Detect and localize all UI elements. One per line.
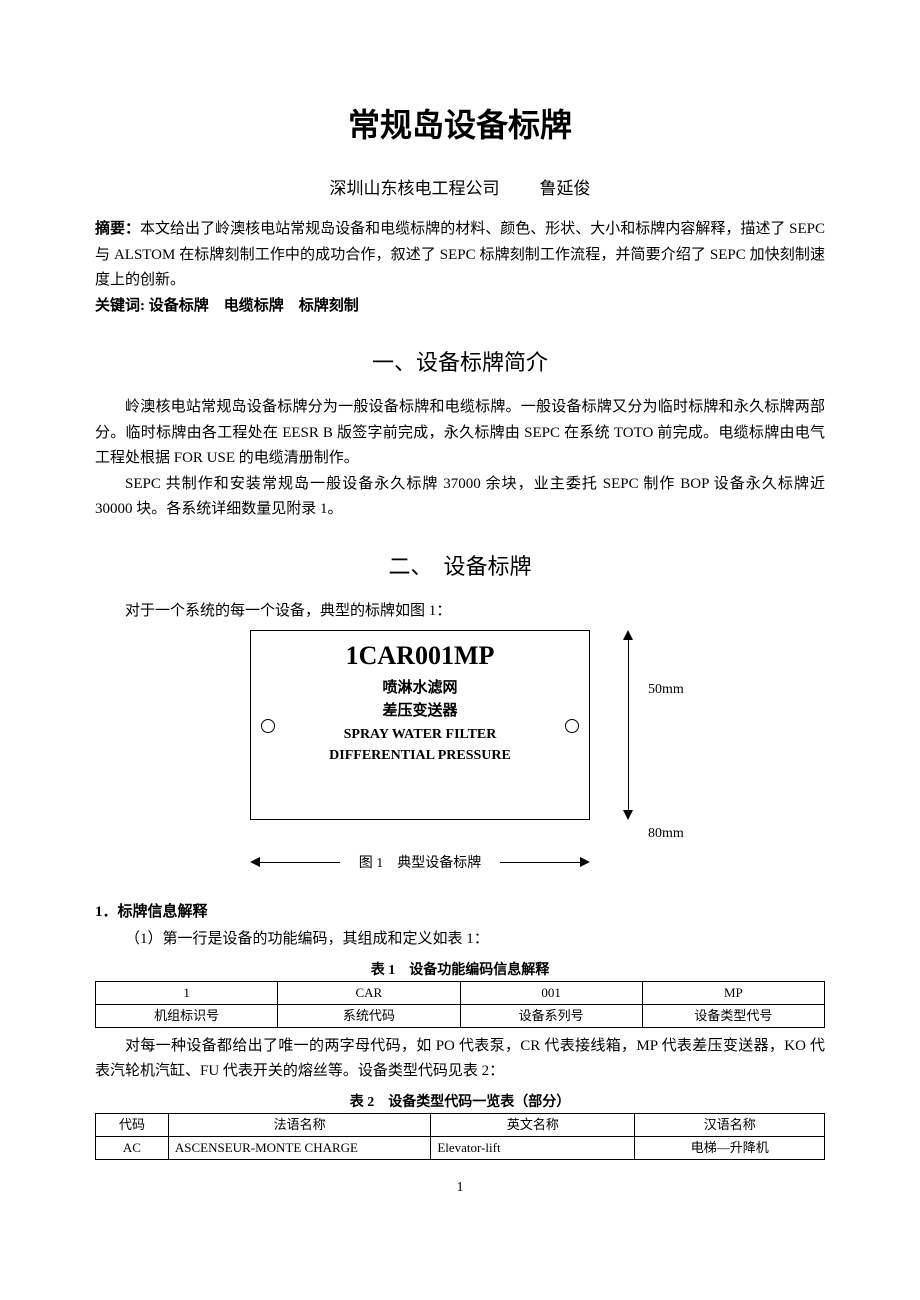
table-cell: 系统代码 <box>278 1004 460 1027</box>
dimension-height-label: 50mm <box>648 682 684 698</box>
table-cell: Elevator-lift <box>431 1137 635 1160</box>
author-org: 深圳山东核电工程公司 <box>330 179 500 198</box>
plate-cn: 喷淋水滤网 差压变送器 <box>251 677 589 722</box>
table-1: 1 CAR 001 MP 机组标识号 系统代码 设备系列号 设备类型代号 <box>95 981 825 1028</box>
table-2: 代码 法语名称 英文名称 汉语名称 AC ASCENSEUR-MONTE CHA… <box>95 1113 825 1160</box>
figure-1: 1CAR001MP 喷淋水滤网 差压变送器 SPRAY WATER FILTER… <box>200 630 720 890</box>
table-2-caption: 表 2 设备类型代码一览表（部分） <box>95 1091 825 1111</box>
section-2-intro: 对于一个系统的每一个设备，典型的标牌如图 1： <box>95 599 825 625</box>
page-number: 1 <box>95 1180 825 1196</box>
table-cell: AC <box>96 1137 169 1160</box>
table-cell: 1 <box>96 981 278 1004</box>
table-header-cell: 代码 <box>96 1113 169 1136</box>
subsection-1-para-1: （1）第一行是设备的功能编码，其组成和定义如表 1： <box>95 927 825 953</box>
table-cell: 设备系列号 <box>460 1004 642 1027</box>
table-row: 1 CAR 001 MP <box>96 981 825 1004</box>
mounting-hole-icon <box>261 719 275 733</box>
table-header-cell: 英文名称 <box>431 1113 635 1136</box>
keywords-label: 关键词: <box>95 298 145 314</box>
table-row: 代码 法语名称 英文名称 汉语名称 <box>96 1113 825 1136</box>
plate-en: SPRAY WATER FILTER DIFFERENTIAL PRESSURE <box>251 724 589 766</box>
plate-en-line2: DIFFERENTIAL PRESSURE <box>329 748 511 763</box>
table-cell: ASCENSEUR-MONTE CHARGE <box>168 1137 430 1160</box>
dimension-line <box>628 636 629 814</box>
plate-cn-line2: 差压变送器 <box>382 703 457 719</box>
table-cell: 001 <box>460 981 642 1004</box>
figure-caption: 图 1 典型设备标牌 <box>340 852 500 872</box>
plate-code: 1CAR001MP <box>251 641 589 671</box>
abstract-text: 本文给出了岭澳核电站常规岛设备和电缆标牌的材料、颜色、形状、大小和标牌内容解释，… <box>95 221 825 288</box>
arrow-down-icon <box>623 810 633 820</box>
author-line: 深圳山东核电工程公司 鲁延俊 <box>95 174 825 199</box>
table-header-cell: 法语名称 <box>168 1113 430 1136</box>
equipment-plate: 1CAR001MP 喷淋水滤网 差压变送器 SPRAY WATER FILTER… <box>250 630 590 820</box>
author-name: 鲁延俊 <box>540 179 591 198</box>
plate-cn-line1: 喷淋水滤网 <box>382 680 457 696</box>
abstract: 摘要：本文给出了岭澳核电站常规岛设备和电缆标牌的材料、颜色、形状、大小和标牌内容… <box>95 217 825 294</box>
mounting-hole-icon <box>565 719 579 733</box>
dimension-vertical: 50mm 80mm <box>620 630 680 820</box>
keywords-text: 设备标牌 电缆标牌 标牌刻制 <box>149 298 359 314</box>
section-1-heading: 一、设备标牌简介 <box>95 345 825 377</box>
document-title: 常规岛设备标牌 <box>95 100 825 146</box>
table-row: 机组标识号 系统代码 设备系列号 设备类型代号 <box>96 1004 825 1027</box>
abstract-label: 摘要： <box>95 221 140 237</box>
table-cell: 电梯—升降机 <box>635 1137 825 1160</box>
section-1-para-2: SEPC 共制作和安装常规岛一般设备永久标牌 37000 余块，业主委托 SEP… <box>95 472 825 523</box>
subsection-1-heading: 1．标牌信息解释 <box>95 900 825 921</box>
table-header-cell: 汉语名称 <box>635 1113 825 1136</box>
plate-en-line1: SPRAY WATER FILTER <box>344 727 497 742</box>
arrow-right-icon <box>580 857 590 867</box>
dimension-width-label: 80mm <box>648 826 684 842</box>
dimension-horizontal: 图 1 典型设备标牌 <box>250 854 590 878</box>
table-cell: MP <box>642 981 824 1004</box>
section-1-para-1: 岭澳核电站常规岛设备标牌分为一般设备标牌和电缆标牌。一般设备标牌又分为临时标牌和… <box>95 395 825 472</box>
keywords-line: 关键词: 设备标牌 电缆标牌 标牌刻制 <box>95 294 825 320</box>
table-row: AC ASCENSEUR-MONTE CHARGE Elevator-lift … <box>96 1137 825 1160</box>
subsection-1-para-2: 对每一种设备都给出了唯一的两字母代码，如 PO 代表泵，CR 代表接线箱，MP … <box>95 1034 825 1085</box>
table-1-caption: 表 1 设备功能编码信息解释 <box>95 959 825 979</box>
section-2-heading: 二、 设备标牌 <box>95 549 825 581</box>
table-cell: CAR <box>278 981 460 1004</box>
table-cell: 机组标识号 <box>96 1004 278 1027</box>
table-cell: 设备类型代号 <box>642 1004 824 1027</box>
